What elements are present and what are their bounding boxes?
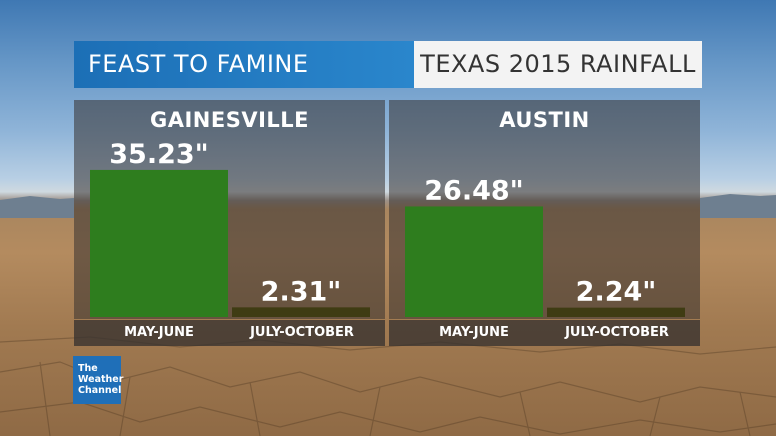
austin-may-june-bar [405,206,543,317]
gainesville-panel: GAINESVILLE 35.23" 2.31" [74,100,385,319]
austin-city-label: AUSTIN [499,108,590,132]
austin-july-october-tick-label: JULY-OCTOBER [565,325,669,340]
feast-to-famine-title: FEAST TO FAMINE [74,41,414,88]
gainesville-category-strip: MAY-JUNE JULY-OCTOBER [74,320,385,346]
logo-line-1: The [78,363,98,374]
austin-july-october-value-label: 2.24" [576,277,657,308]
gainesville-july-october-bar [232,307,370,317]
austin-panel: AUSTIN 26.48" 2.24" [389,100,700,319]
austin-july-october-bar [547,307,685,317]
gainesville-may-june-tick-label: MAY-JUNE [124,325,194,340]
gainesville-july-october-tick-label: JULY-OCTOBER [250,325,354,340]
gainesville-bar-chart: 35.23" 2.31" [90,139,370,317]
weather-channel-logo: The Weather Channel [73,356,124,404]
gainesville-may-june-bar [90,169,228,317]
logo-line-3: Channel [78,385,122,396]
gainesville-may-june-value-label: 35.23" [109,139,208,170]
austin-bar-chart: 26.48" 2.24" [405,175,685,317]
austin-category-strip: MAY-JUNE JULY-OCTOBER [389,320,700,346]
distant-mountains [0,194,776,218]
austin-may-june-value-label: 26.48" [424,175,523,206]
logo-line-2: Weather [78,374,124,385]
gainesville-city-label: GAINESVILLE [149,108,310,132]
texas-rainfall-title: TEXAS 2015 RAINFALL [414,41,702,88]
austin-may-june-tick-label: MAY-JUNE [439,325,509,340]
gainesville-july-october-value-label: 2.31" [261,276,342,307]
